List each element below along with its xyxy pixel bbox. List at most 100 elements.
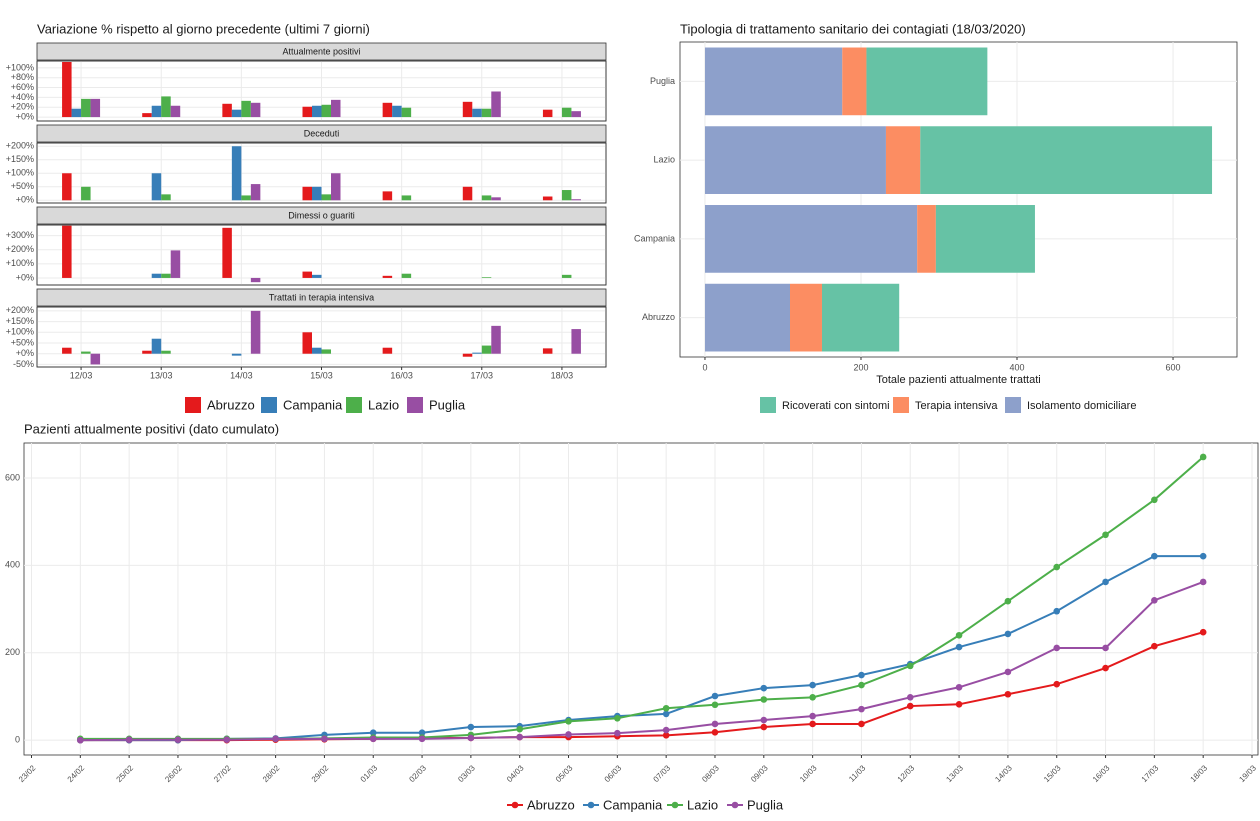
point [858,681,865,689]
legend-label: Terapia intensiva [915,400,998,412]
y-tick-label: +60% [11,82,34,92]
bar [382,191,393,201]
point [223,736,231,744]
strip [36,124,607,143]
x-tick-label: 23/02 [17,763,38,784]
bar [231,109,242,118]
point [760,723,768,731]
y-tick-label: +0% [16,272,34,282]
bar [142,113,152,118]
bar [250,310,261,354]
x-tick-label: 09/03 [749,763,770,784]
x-tick-label: 26/02 [163,763,184,784]
legend-point [731,801,739,809]
point [711,728,719,736]
bar [481,345,492,354]
point [272,735,279,743]
bar-segment [842,47,867,116]
bar [382,275,393,278]
legend-swatch [346,397,362,413]
legend-label: Lazio [687,797,718,812]
bar [90,353,101,365]
bar [571,199,581,201]
x-tick-label: 28/02 [261,763,282,784]
bar [571,329,581,354]
x-tick-label: 0 [702,362,707,372]
bar [542,348,553,354]
bar [331,99,341,118]
bar-segment [704,283,790,352]
strip [36,42,607,61]
bar [321,104,331,118]
point [369,735,377,743]
bar [321,194,331,201]
point [1199,552,1207,560]
point [906,694,914,701]
point [614,714,621,722]
point [516,733,523,741]
y-tick-label: 0 [15,735,20,745]
legend-swatch [185,397,201,413]
point [369,729,377,737]
bar [302,186,312,201]
x-tick-label: 07/03 [652,763,673,784]
legend-label: Abruzzo [527,797,575,812]
x-tick-label: 24/02 [66,763,87,784]
x-tick-label: 29/02 [310,763,331,784]
bar [312,105,322,118]
x-tick-label: 16/03 [390,370,413,380]
y-tick-label: +100% [6,327,34,337]
point [809,694,816,701]
bar [462,101,473,118]
point [662,732,670,739]
bar [222,227,232,278]
bar [392,105,402,118]
point [174,736,182,744]
x-tick-label: 11/03 [847,763,867,783]
x-tick-label: 200 [853,362,868,372]
facet-title: Trattati in terapia intensiva [269,292,374,302]
x-tick-label: 17/03 [471,370,494,380]
bar-segment [704,126,886,194]
point [565,718,572,725]
x-tick-label: 27/02 [212,763,233,784]
point [955,701,963,708]
y-tick-label: Abruzzo [642,312,675,322]
bar [62,173,72,201]
y-tick-label: +150% [6,154,34,164]
bar [151,173,162,201]
bar [71,108,82,118]
bar [250,102,261,118]
point [760,696,768,703]
point [125,736,133,744]
bar [401,273,412,278]
point [711,692,719,700]
bar [151,338,162,354]
bar [491,91,501,118]
legend-label: Lazio [368,397,399,412]
point [662,726,670,734]
bar-segment [704,47,843,116]
y-tick-label: +50% [11,181,34,191]
point [809,681,816,689]
bar [401,195,412,201]
bar [312,347,322,354]
legend-swatch [407,397,423,413]
point [1102,578,1109,586]
point [516,725,523,733]
legend-label: Campania [283,397,343,412]
bar [161,194,171,201]
bar-segment [885,126,921,194]
legend-point [587,801,595,809]
point [906,662,914,670]
x-tick-label: 05/03 [554,763,575,784]
y-tick-label: +200% [6,305,34,315]
bar [571,111,581,118]
point [1004,597,1012,605]
y-tick-label: +80% [11,72,34,82]
y-tick-label: +150% [6,316,34,326]
bar-segment [704,205,918,273]
facet-title: Deceduti [304,128,340,138]
x-tick-label: 13/03 [944,763,965,784]
